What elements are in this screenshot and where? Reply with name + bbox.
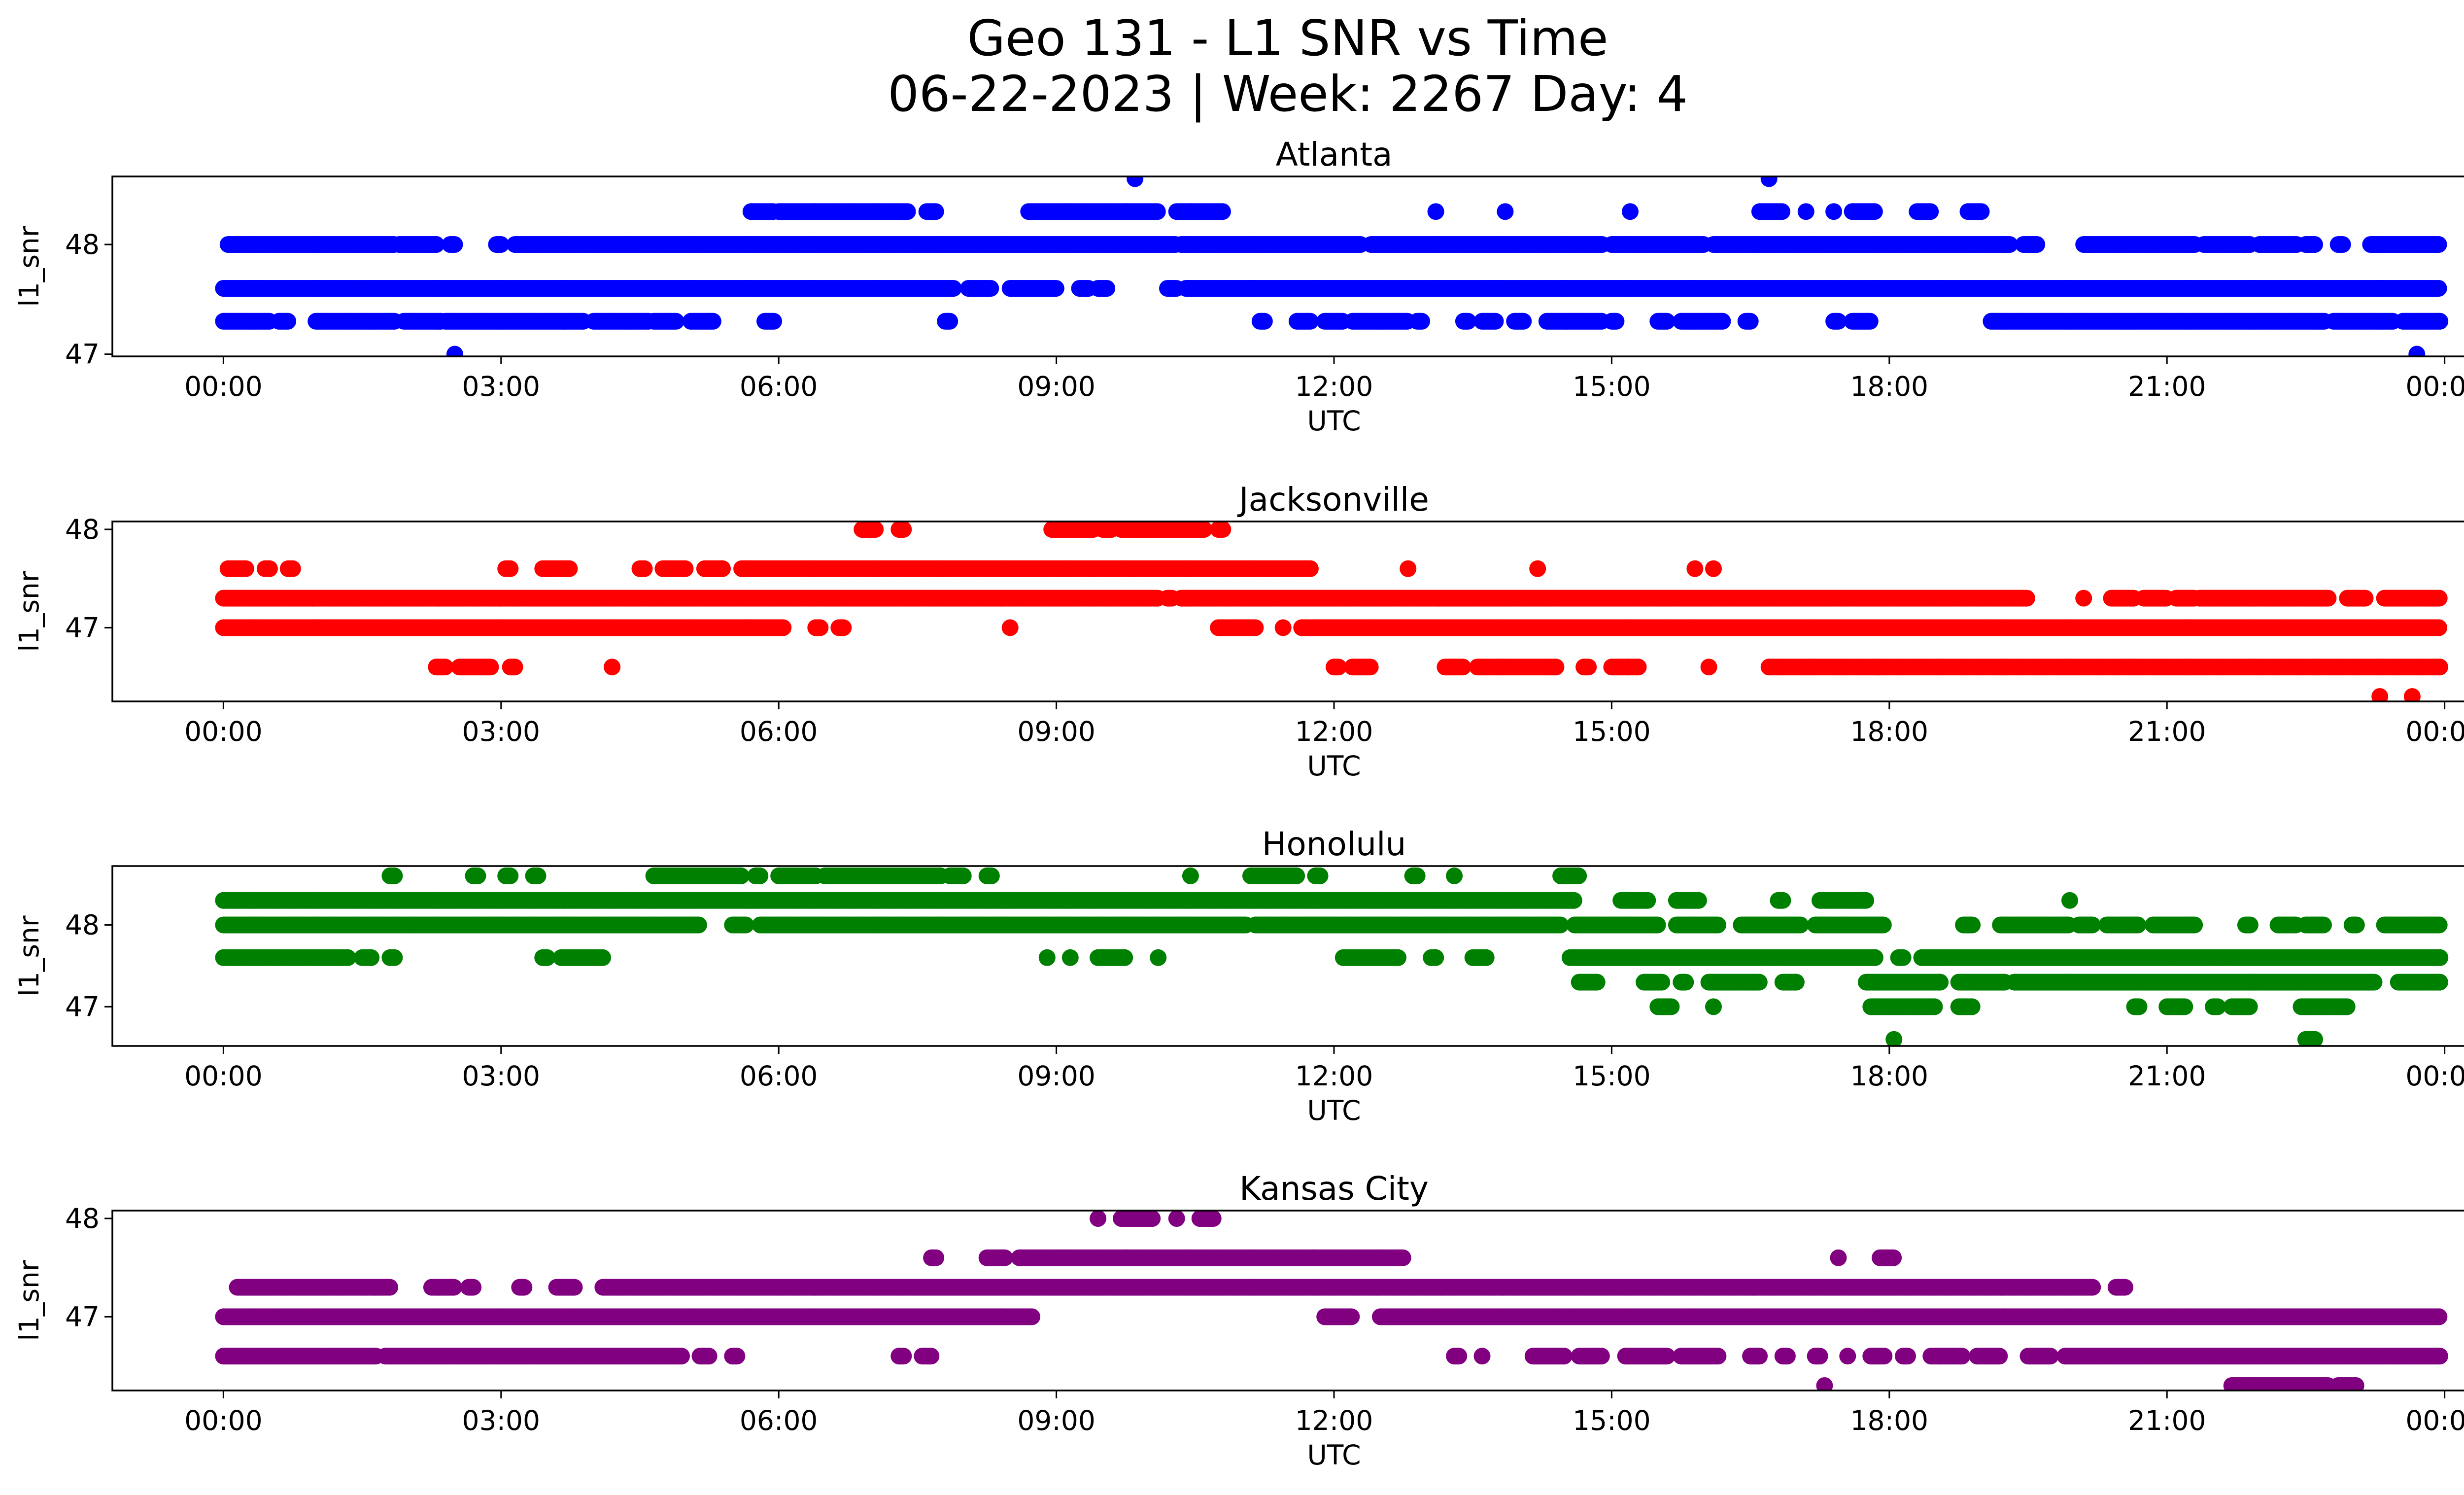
data-point [895,522,912,538]
data-point [2001,236,2018,253]
data-point [1196,522,1213,538]
data-point [867,522,884,538]
data-point [1047,280,1064,297]
data-point [1497,203,1514,220]
data-point [1922,203,1939,220]
data-point [1658,313,1676,330]
data-point [1098,280,1116,297]
data-point [1256,313,1273,330]
data-point [1515,313,1532,330]
data-point [941,313,958,330]
data-point [927,203,944,220]
x-axis-label: UTC [1307,405,1361,437]
data-point [1214,203,1231,220]
data-point [1459,313,1476,330]
data-point [1413,313,1430,330]
x-tick-label: 00:00 [2405,371,2464,402]
data-point [446,236,463,253]
data-point [1427,203,1444,220]
data-point [237,560,254,577]
data-point [1608,313,1625,330]
data-point [982,280,999,297]
subplot-atlanta: Atlanta 00:00 03:00 06:00 09:00 12:00 15:00 18:… [13,136,2464,437]
data-point [1529,560,1546,577]
data-point [677,560,694,577]
data-point [1774,203,1790,220]
data-point [1487,313,1504,330]
data-point [279,313,297,330]
y-tick-label: 48 [65,229,100,260]
data-point [667,313,684,330]
data-point [1861,313,1879,330]
data-point [1797,203,1814,220]
data-point [261,560,278,577]
data-point [1742,313,1759,330]
subplot-title: Jacksonville [1237,481,1429,519]
scatter-series [215,176,2449,356]
data-point [2408,346,2426,356]
data-point [2306,236,2323,253]
scatter-series [215,522,2448,701]
data-point [1127,176,1144,187]
data-point [1686,560,1704,577]
x-tick-label: 00:00 [184,371,263,402]
data-point [1760,176,1778,187]
data-point [1400,560,1417,577]
data-point [636,560,653,577]
data-point [1301,560,1319,577]
data-point [1301,313,1319,330]
data-point [284,560,301,577]
x-tick-label: 18:00 [1850,371,1929,402]
data-point [1830,313,1847,330]
data-point [1714,313,1731,330]
data-point [1214,522,1232,538]
x-tick-label: 15:00 [1573,371,1651,402]
data-point [765,313,782,330]
data-point [1825,203,1843,220]
figure-title-line-2: 06-22-2023 | Week: 2267 Day: 4 [888,65,1687,123]
data-point [2431,313,2449,330]
data-point [704,313,721,330]
data-point [1973,203,1990,220]
data-point [714,560,731,577]
data-point [492,236,510,253]
data-point [2028,236,2046,253]
x-tick-label: 21:00 [2128,371,2206,402]
data-point [1866,203,1883,220]
data-point [1149,203,1166,220]
data-point [2430,280,2447,297]
data-point [428,236,445,253]
data-point [2430,236,2447,253]
figure-title-line-1: Geo 131 - L1 SNR vs Time [967,9,1608,67]
data-point [945,280,962,297]
subplot-title: Atlanta [1276,136,1393,174]
x-tick-label: 09:00 [1017,371,1095,402]
x-tick-label: 06:00 [740,371,818,402]
x-tick-label: 12:00 [1295,371,1373,402]
y-axis-label: l1_snr [13,226,45,307]
subplots-group: Atlanta 00:00 03:00 06:00 09:00 12:00 15:00 18:… [13,136,2464,1471]
data-point [899,203,916,220]
x-tick-label: 03:00 [462,371,541,402]
data-point [446,346,463,356]
data-point [1705,560,1722,577]
data-point [2334,236,2351,253]
data-point [561,560,578,577]
data-point [1622,203,1639,220]
y-tick-label: 47 [65,339,100,370]
data-point [502,560,519,577]
